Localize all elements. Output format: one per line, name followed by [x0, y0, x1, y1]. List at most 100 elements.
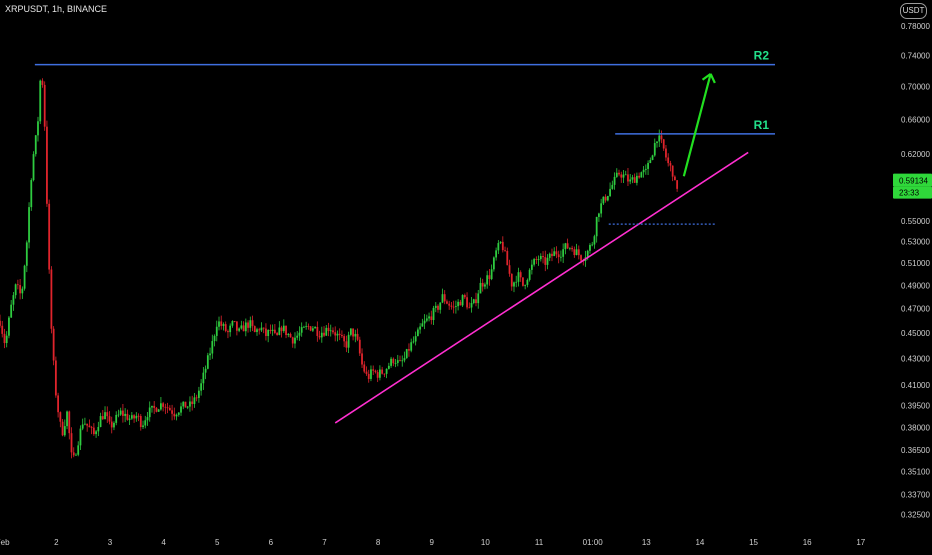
- candle-body: [122, 410, 124, 416]
- support-trendline: [334, 151, 749, 424]
- y-tick-label: 0.74000: [901, 51, 930, 60]
- candle-body: [276, 332, 279, 335]
- candle-body: [191, 401, 194, 405]
- y-tick-label: 0.78000: [901, 22, 930, 31]
- x-tick-label: 5: [215, 538, 220, 547]
- candle-body: [515, 281, 518, 283]
- candle-body: [137, 415, 140, 417]
- candle-body: [595, 216, 598, 237]
- candle-body: [354, 333, 357, 337]
- candle-body: [23, 265, 26, 289]
- candle-body: [544, 257, 547, 265]
- candle-body: [425, 318, 428, 321]
- candle-body: [115, 414, 118, 423]
- candle-body: [200, 383, 203, 391]
- candle-body: [577, 249, 580, 256]
- candle-body: [430, 316, 433, 321]
- candle-body: [311, 328, 314, 331]
- y-tick-label: 0.43000: [901, 354, 930, 363]
- candle-body: [347, 334, 350, 348]
- candle-body: [329, 330, 332, 332]
- candle-body: [5, 335, 8, 344]
- candle-body: [345, 341, 348, 348]
- candle-body: [479, 282, 482, 294]
- candle-body: [48, 203, 51, 270]
- y-tick-label: 0.51000: [901, 259, 930, 268]
- candle-body: [443, 294, 446, 302]
- candle-body: [271, 329, 274, 331]
- candle-body: [231, 321, 234, 326]
- candle-body: [162, 403, 165, 407]
- candle-body: [77, 445, 80, 455]
- candle-body: [410, 342, 413, 351]
- candle-body: [399, 360, 401, 361]
- candle-body: [475, 299, 477, 304]
- resistance-label-r2: R2: [754, 49, 770, 63]
- x-tick-label: 2: [54, 538, 59, 547]
- candle-body: [649, 159, 652, 163]
- candle-body: [314, 326, 316, 329]
- candle-body: [376, 372, 379, 378]
- currency-badge[interactable]: USDT: [900, 3, 927, 19]
- candle-body: [50, 269, 53, 329]
- candle-body: [113, 422, 115, 428]
- candle-body: [624, 174, 627, 176]
- candle-body: [412, 341, 415, 343]
- candle-body: [180, 406, 182, 413]
- candle-body: [526, 279, 529, 285]
- candle-body: [642, 169, 645, 173]
- candle-body: [300, 327, 303, 333]
- candle-body: [665, 148, 667, 158]
- candle-body: [604, 196, 607, 201]
- candle-body: [566, 243, 569, 249]
- candle-body: [631, 177, 634, 180]
- candle-body: [164, 406, 167, 408]
- candle-body: [510, 273, 513, 287]
- y-tick-label: 0.62000: [901, 150, 930, 159]
- candle-body: [370, 369, 372, 379]
- candle-body: [184, 401, 187, 408]
- candle-body: [233, 321, 236, 322]
- candle-body: [258, 329, 261, 331]
- candle-body: [43, 84, 46, 127]
- axis-layer: 0.78000 0.74000 0.70000 0.66000 0.62000 0.550…: [0, 22, 932, 547]
- candle-body: [316, 326, 319, 336]
- x-tick-label: 6: [269, 538, 274, 547]
- candle-body: [484, 284, 486, 287]
- candle-body: [332, 330, 334, 333]
- candle-body: [432, 307, 435, 321]
- x-tick-label: 11: [535, 538, 544, 547]
- candle-body: [285, 325, 287, 336]
- candle-body: [220, 321, 223, 326]
- candle-body: [320, 332, 323, 338]
- candle-body: [193, 397, 196, 405]
- candle-body: [414, 336, 417, 342]
- candle-body: [530, 264, 533, 270]
- candle-body: [146, 417, 149, 421]
- candles-layer: [0, 78, 679, 459]
- candle-body: [262, 327, 265, 329]
- candle-body: [673, 176, 676, 181]
- candle-body: [148, 407, 151, 418]
- candle-body: [104, 412, 106, 420]
- candle-body: [197, 390, 200, 398]
- candle-body: [244, 322, 247, 332]
- candle-body: [68, 411, 71, 434]
- candle-body: [589, 244, 591, 251]
- y-tick-label: 0.49000: [901, 281, 930, 290]
- candle-body: [251, 320, 254, 327]
- candle-body: [21, 288, 24, 294]
- candle-body: [452, 306, 455, 308]
- candle-body: [39, 80, 42, 122]
- candle-body: [363, 364, 366, 372]
- x-tick-label: 01:00: [583, 538, 604, 547]
- candle-body: [182, 401, 185, 407]
- candle-body: [14, 284, 17, 296]
- candle-body: [227, 331, 229, 333]
- candle-body: [448, 303, 451, 306]
- candle-body: [10, 304, 13, 318]
- candle-body: [256, 329, 258, 333]
- candle-body: [606, 196, 609, 201]
